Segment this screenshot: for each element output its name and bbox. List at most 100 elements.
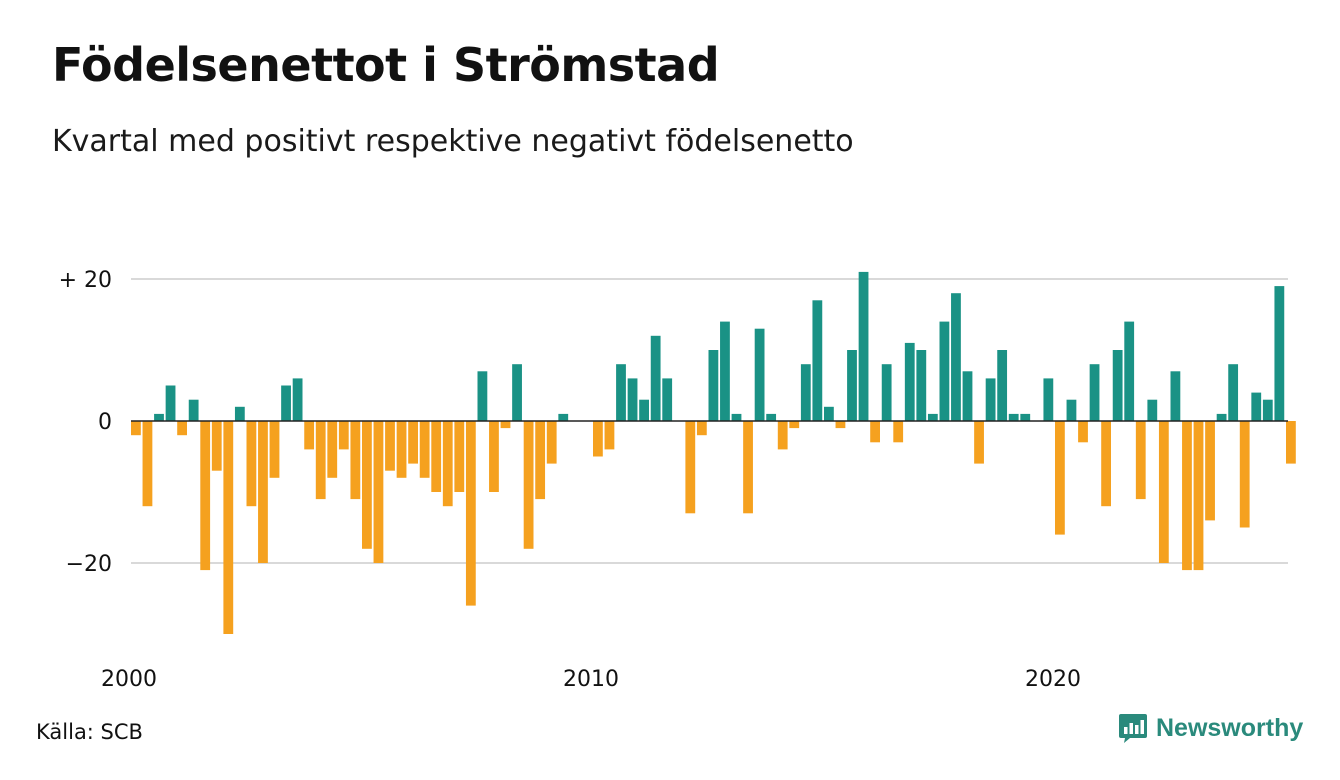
bar (835, 421, 846, 429)
bar (1182, 421, 1192, 571)
bar (177, 421, 187, 436)
bar (927, 413, 938, 421)
bar (154, 413, 164, 421)
bar (523, 421, 534, 549)
bar (997, 350, 1008, 421)
bar (315, 421, 326, 500)
bar (743, 421, 753, 514)
bar (304, 421, 315, 450)
bar (789, 421, 800, 429)
bar (1124, 321, 1135, 421)
bar (1216, 413, 1227, 421)
bar (847, 350, 857, 421)
bar (974, 421, 984, 464)
bar (396, 421, 407, 478)
bar (650, 335, 661, 421)
bar (1066, 399, 1077, 421)
bar (500, 421, 511, 429)
bar (627, 378, 638, 421)
bar (1078, 421, 1088, 443)
bar (131, 421, 141, 436)
bars (131, 271, 1296, 634)
bar (766, 413, 777, 421)
bar (350, 421, 361, 500)
bar (951, 293, 961, 421)
bar (546, 421, 557, 464)
bar (604, 421, 615, 450)
bar (223, 421, 234, 634)
bar (419, 421, 430, 478)
bar (985, 378, 996, 421)
bar (211, 421, 222, 471)
bar (1089, 364, 1100, 421)
bar (1008, 413, 1019, 421)
bar (893, 421, 904, 443)
newsworthy-logo[interactable]: Newsworthy (1118, 712, 1303, 744)
bar (465, 421, 476, 606)
bar (142, 421, 153, 507)
bar (442, 421, 453, 507)
y-tick-label: 0 (98, 410, 112, 435)
bar (281, 385, 291, 421)
bar (258, 421, 268, 563)
axes: + 20 0 −20 2000 2010 2020 (59, 268, 1288, 692)
bar (708, 350, 719, 421)
bar (962, 371, 973, 421)
chart-subtitle: Kvartal med positivt respektive negativt… (52, 124, 854, 159)
bar (454, 421, 465, 492)
bar (616, 364, 626, 421)
bar (512, 364, 522, 421)
bar (662, 378, 673, 421)
bar (1205, 421, 1215, 521)
bar (1020, 413, 1031, 421)
bar (812, 300, 823, 421)
bar-chart: + 20 0 −20 2000 2010 2020 (59, 268, 1296, 692)
bar (327, 421, 338, 478)
bar (1170, 371, 1181, 421)
bar (1043, 378, 1054, 421)
bar (234, 406, 245, 421)
x-tick-label: 2000 (101, 667, 157, 692)
bar (800, 364, 811, 421)
bar (939, 321, 950, 421)
bar (246, 421, 257, 507)
bar (373, 421, 384, 563)
bar (1055, 421, 1065, 535)
bar (188, 399, 199, 421)
bar (858, 271, 869, 421)
bar (1112, 350, 1123, 421)
bar (777, 421, 788, 450)
chart-title: Födelsenettot i Strömstad (52, 38, 720, 92)
bar (1239, 421, 1250, 528)
bar (696, 421, 707, 436)
bar (754, 328, 765, 421)
bar (200, 421, 211, 571)
bar (269, 421, 280, 478)
bar (338, 421, 349, 450)
bar (593, 421, 603, 457)
bar (881, 364, 892, 421)
y-tick-label: + 20 (59, 268, 112, 293)
bar (639, 399, 649, 421)
bar (916, 350, 927, 421)
bar (535, 421, 546, 500)
bar (477, 371, 488, 421)
bar (1158, 421, 1169, 563)
grid-lines (131, 278, 1288, 564)
x-tick-label: 2020 (1025, 667, 1081, 692)
chart-bubble-icon (1119, 714, 1147, 743)
bar (385, 421, 395, 471)
brand-name: Newsworthy (1156, 713, 1304, 742)
bar (720, 321, 730, 421)
bar (1286, 421, 1296, 464)
bar (1262, 399, 1273, 421)
bar (870, 421, 880, 443)
bar (431, 421, 442, 492)
bar (362, 421, 372, 549)
bar (685, 421, 696, 514)
x-tick-label: 2010 (563, 667, 619, 692)
bar (1101, 421, 1111, 507)
bar (292, 378, 303, 421)
bar (1274, 286, 1285, 421)
bar (1251, 392, 1262, 421)
